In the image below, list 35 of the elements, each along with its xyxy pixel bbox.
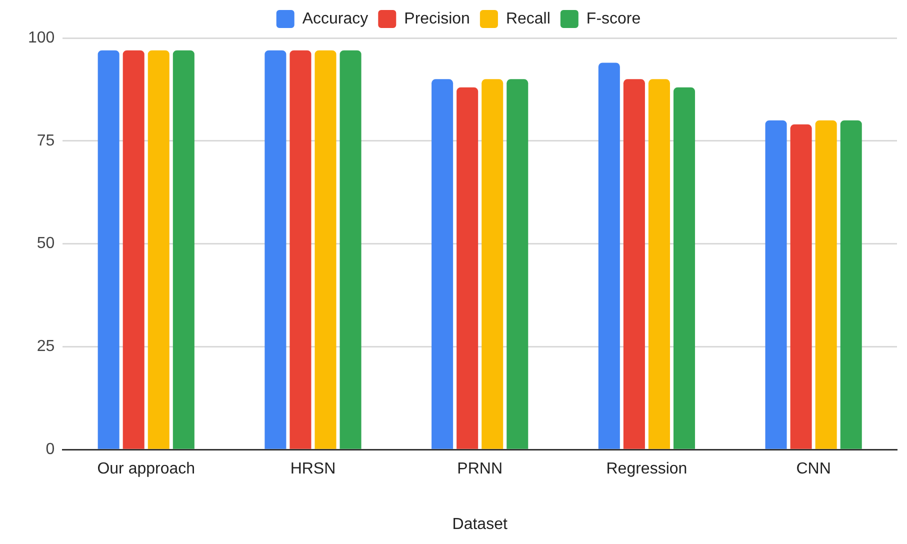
bar — [264, 50, 286, 449]
bar — [172, 50, 194, 449]
bar — [815, 120, 837, 449]
bar — [623, 79, 645, 449]
bar — [122, 50, 144, 449]
y-tick-label: 0 — [46, 441, 55, 458]
bar — [456, 87, 478, 449]
bar — [314, 50, 336, 449]
bar — [765, 120, 787, 449]
legend-label: Accuracy — [302, 10, 368, 28]
x-tick-label: Our approach — [97, 460, 196, 478]
x-tick-label: Regression — [606, 460, 688, 478]
legend-label: Recall — [506, 10, 550, 28]
bar — [598, 62, 620, 449]
y-tick-label: 75 — [36, 132, 55, 150]
legend-label: Precision — [404, 10, 470, 28]
x-tick-label: PRNN — [457, 460, 503, 478]
y-tick-label: 50 — [36, 235, 55, 252]
x-axis-title: Dataset — [452, 516, 508, 533]
bar — [432, 79, 454, 449]
bar — [98, 50, 120, 449]
bar — [506, 79, 528, 449]
bar — [648, 79, 670, 449]
bar — [673, 87, 696, 449]
bar — [290, 50, 312, 449]
bar — [790, 124, 812, 449]
bar — [148, 50, 170, 449]
bar — [340, 50, 362, 449]
x-tick-label: HRSN — [290, 460, 336, 478]
y-tick-label: 25 — [36, 338, 55, 356]
bar — [482, 79, 504, 449]
x-tick-label: CNN — [796, 460, 831, 478]
bar — [840, 120, 862, 449]
legend-label: F-score — [586, 10, 641, 28]
y-tick-label: 100 — [28, 29, 55, 46]
